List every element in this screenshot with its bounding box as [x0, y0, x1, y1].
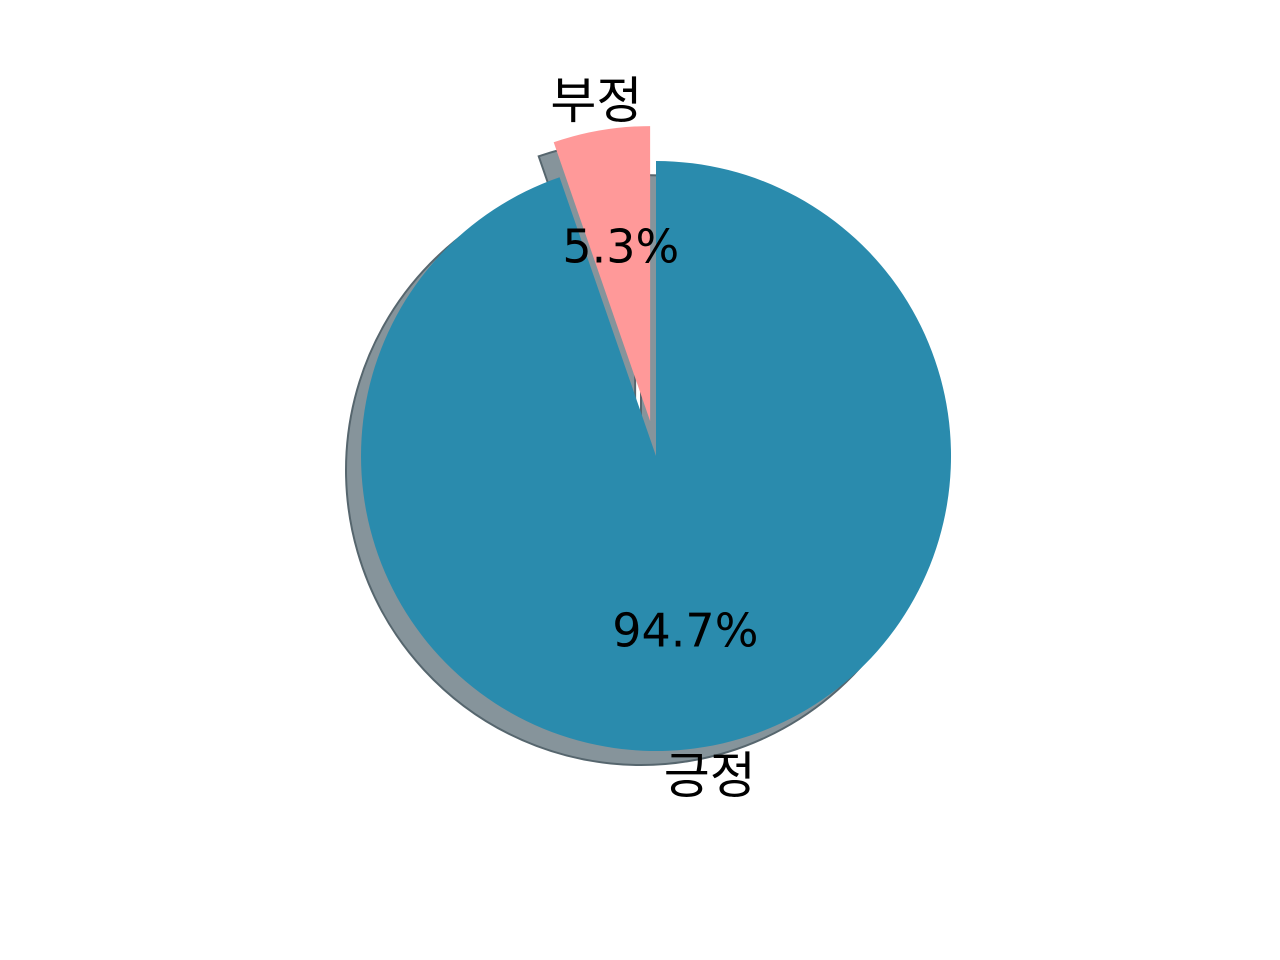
slice-1-label: 긍정: [664, 747, 756, 805]
slice-2-label: 부정: [550, 72, 642, 130]
slice-1-wedge: [361, 160, 952, 751]
pie-slice-layer: [361, 126, 952, 751]
slice-1-percent-label: 94.7%: [612, 604, 758, 658]
slice-2-percent-label: 5.3%: [562, 220, 679, 274]
pie-label-layer: 긍정 94.7% 부정 5.3%: [550, 72, 758, 805]
slice-2-wedge: [553, 126, 651, 422]
